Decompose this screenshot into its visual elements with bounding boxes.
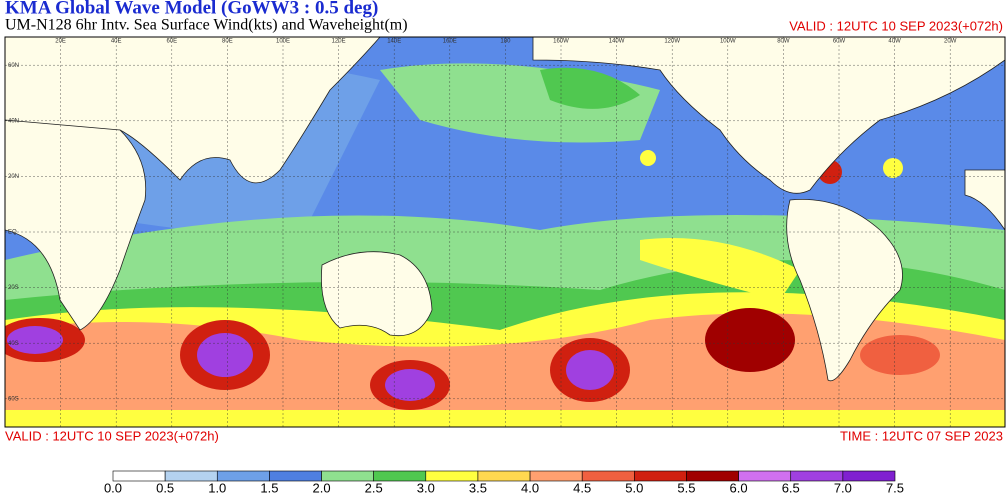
lon-label: 40W [888,39,901,45]
colorbar-label: 0.5 [156,480,174,495]
storm [197,333,253,377]
lat-label: 40S [8,341,19,347]
land [5,37,1005,382]
wave-field [540,67,640,109]
colorbar-label: 5.5 [677,480,695,495]
lon-label: 140W [609,39,625,45]
colorbar-swatch [842,470,896,482]
lon-label: 120E [332,39,346,45]
colorbar-label: 7.0 [834,480,852,495]
lat-label: 60N [8,63,19,69]
lon-label: 140E [387,39,401,45]
lon-label: 160E [443,39,457,45]
storm [860,335,940,375]
colorbar-label: 4.5 [573,480,591,495]
lon-label: 60E [166,39,177,45]
valid-time-bottom: VALID : 12UTC 10 SEP 2023(+072h) [5,428,219,443]
colorbar-label: 4.0 [521,480,539,495]
colorbar-label: 2.5 [365,480,383,495]
subtitle: UM-N128 6hr Intv. Sea Surface Wind(kts) … [5,17,408,34]
map-frame [4,36,1006,428]
lon-label: 80W [777,39,790,45]
storm [566,350,614,390]
colorbar: 0.0 0.5 1.0 1.5 2.0 2.5 3.0 3.5 4.0 4.5 5.0 5.5 6.0 6… [104,470,904,495]
lat-label: 40N [8,118,19,124]
colorbar-label: 6.0 [730,480,748,495]
lon-label: 20W [944,39,957,45]
colorbar-label: 3.5 [469,480,487,495]
colorbar-label: 3.0 [417,480,435,495]
lon-label: 160W [553,39,569,45]
lon-label: 100E [276,39,290,45]
lon-label: 80E [222,39,233,45]
storm [705,308,795,372]
valid-time-top: VALID : 12UTC 10 SEP 2023(+072h) [789,18,1003,33]
map [4,36,1006,428]
lon-label: 40E [111,39,122,45]
colorbar-label: 7.5 [886,480,904,495]
lat-label: 20S [8,285,19,291]
colorbar-label: 1.0 [208,480,226,495]
colorbar-label: 0.0 [104,480,122,495]
storm [7,326,63,354]
colorbar-label: 2.0 [312,480,330,495]
lon-label: 60W [833,39,846,45]
lon-label: 20E [55,39,66,45]
title: KMA Global Wave Model (GoWW3 : 0.5 deg) [5,0,378,18]
lon-label: 120W [664,39,680,45]
init-time: TIME : 12UTC 07 SEP 2023 [840,428,1003,443]
hurricane [640,150,656,166]
colorbar-label: 6.5 [782,480,800,495]
lon-label: 180 [500,39,511,45]
graticule [5,37,1005,427]
lat-label: 60S [8,396,19,402]
lon-label: 100W [720,39,736,45]
lat-label: EQ [8,230,17,236]
wave-field [640,238,800,300]
hurricane [883,158,903,178]
colorbar-label: 1.5 [260,480,278,495]
lat-label: 20N [8,174,19,180]
storm [385,369,435,401]
colorbar-label: 5.0 [625,480,643,495]
